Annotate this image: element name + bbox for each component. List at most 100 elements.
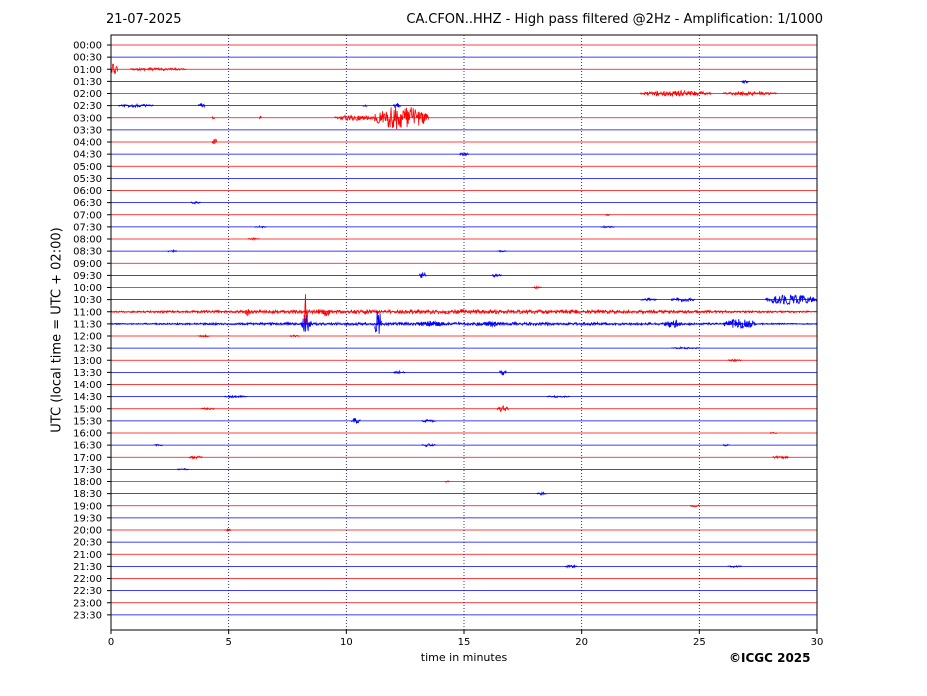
seismic-event xyxy=(393,102,401,108)
y-tick-label: 15:30 xyxy=(73,416,102,427)
seismic-event xyxy=(254,224,267,229)
y-tick-label: 19:00 xyxy=(73,501,102,512)
seismic-event xyxy=(496,404,509,412)
seismic-event xyxy=(741,80,750,85)
x-axis-label: time in minutes xyxy=(420,651,508,664)
seismic-event xyxy=(334,113,375,122)
seismic-event xyxy=(772,455,790,460)
y-tick-label: 21:00 xyxy=(73,550,102,561)
seismic-event xyxy=(444,480,450,483)
y-tick-label: 23:00 xyxy=(73,598,102,609)
y-tick-label: 17:30 xyxy=(73,465,102,476)
y-tick-label: 16:00 xyxy=(73,429,102,440)
y-tick-label: 20:30 xyxy=(73,538,102,549)
seismic-event xyxy=(421,418,437,424)
seismic-event xyxy=(421,443,436,448)
seismic-event xyxy=(600,225,615,229)
y-tick-label: 06:30 xyxy=(73,198,102,209)
x-tick-label: 10 xyxy=(340,637,353,648)
y-tick-label: 14:30 xyxy=(73,392,102,403)
y-tick-label: 14:00 xyxy=(73,380,102,391)
y-tick-label: 12:30 xyxy=(73,344,102,355)
y-tick-label: 00:00 xyxy=(73,41,102,52)
y-tick-label: 05:30 xyxy=(73,174,102,185)
y-tick-label: 16:30 xyxy=(73,441,102,452)
y-tick-label: 13:00 xyxy=(73,356,102,367)
y-tick-label: 03:00 xyxy=(73,113,102,124)
date-label: 21-07-2025 xyxy=(106,12,182,27)
seismic-event xyxy=(200,407,215,411)
y-tick-label: 23:30 xyxy=(73,610,102,621)
seismic-event xyxy=(211,138,218,145)
seismic-event xyxy=(722,318,757,329)
seismic-event xyxy=(301,315,312,332)
seismic-event xyxy=(671,346,700,350)
seismic-event xyxy=(722,443,731,447)
seismic-event xyxy=(197,102,206,109)
seismic-event xyxy=(289,334,300,338)
y-tick-label: 02:00 xyxy=(73,89,102,100)
y-tick-label: 09:00 xyxy=(73,259,102,270)
seismic-event xyxy=(640,89,712,98)
seismic-event xyxy=(670,296,695,303)
x-tick-label: 25 xyxy=(693,637,706,648)
y-tick-label: 17:00 xyxy=(73,453,102,464)
seismic-event xyxy=(129,66,187,73)
seismic-event xyxy=(769,431,778,435)
y-tick-label: 22:00 xyxy=(73,574,102,585)
seismic-event xyxy=(640,297,658,302)
seismic-event xyxy=(117,102,154,109)
y-tick-label: 13:30 xyxy=(73,368,102,379)
y-tick-label: 05:00 xyxy=(73,162,102,173)
seismic-event xyxy=(190,200,201,205)
y-tick-label: 21:30 xyxy=(73,562,102,573)
y-tick-label: 22:30 xyxy=(73,586,102,597)
seismic-event xyxy=(197,333,211,338)
y-tick-label: 11:00 xyxy=(73,307,102,318)
y-tick-label: 01:30 xyxy=(73,77,102,88)
seismic-event xyxy=(532,285,542,290)
y-tick-label: 03:30 xyxy=(73,125,102,136)
seismic-event xyxy=(727,564,742,568)
seismic-event xyxy=(536,491,547,496)
seismic-event xyxy=(418,271,427,279)
x-tick-label: 30 xyxy=(811,637,824,648)
seismic-event xyxy=(393,369,406,375)
seismic-event xyxy=(499,369,507,376)
seismic-event xyxy=(459,152,470,157)
y-tick-label: 20:00 xyxy=(73,526,102,537)
y-tick-label: 07:30 xyxy=(73,222,102,233)
seismic-event xyxy=(110,63,119,75)
seismic-event xyxy=(350,418,361,424)
seismic-event xyxy=(176,468,189,471)
chart-title: CA.CFON..HHZ - High pass filtered @2Hz -… xyxy=(406,12,823,27)
seismic-event xyxy=(727,358,742,363)
seismic-event xyxy=(211,116,215,120)
seismic-event xyxy=(153,443,163,447)
seismic-event xyxy=(564,563,578,569)
seismic-event xyxy=(111,320,818,327)
x-tick-label: 15 xyxy=(458,637,471,648)
y-tick-label: 18:00 xyxy=(73,477,102,488)
x-tick-label: 20 xyxy=(575,637,588,648)
y-tick-label: 02:30 xyxy=(73,101,102,112)
seismic-event xyxy=(604,213,611,217)
seismic-event xyxy=(496,249,507,253)
seismic-event xyxy=(167,248,177,253)
seismic-event xyxy=(224,394,248,399)
seismic-event xyxy=(546,394,571,399)
y-tick-label: 19:30 xyxy=(73,513,102,524)
seismic-event xyxy=(362,104,368,108)
seismic-event xyxy=(374,311,382,334)
seismic-event xyxy=(491,273,502,278)
seismic-event xyxy=(317,308,331,317)
y-tick-label: 04:00 xyxy=(73,138,102,149)
seismic-event xyxy=(244,309,251,317)
seismic-event xyxy=(458,308,465,314)
seismic-event xyxy=(223,527,232,533)
y-tick-label: 06:00 xyxy=(73,186,102,197)
seismic-event xyxy=(416,320,446,327)
seismic-event xyxy=(663,319,684,329)
y-tick-label: 11:30 xyxy=(73,319,102,330)
